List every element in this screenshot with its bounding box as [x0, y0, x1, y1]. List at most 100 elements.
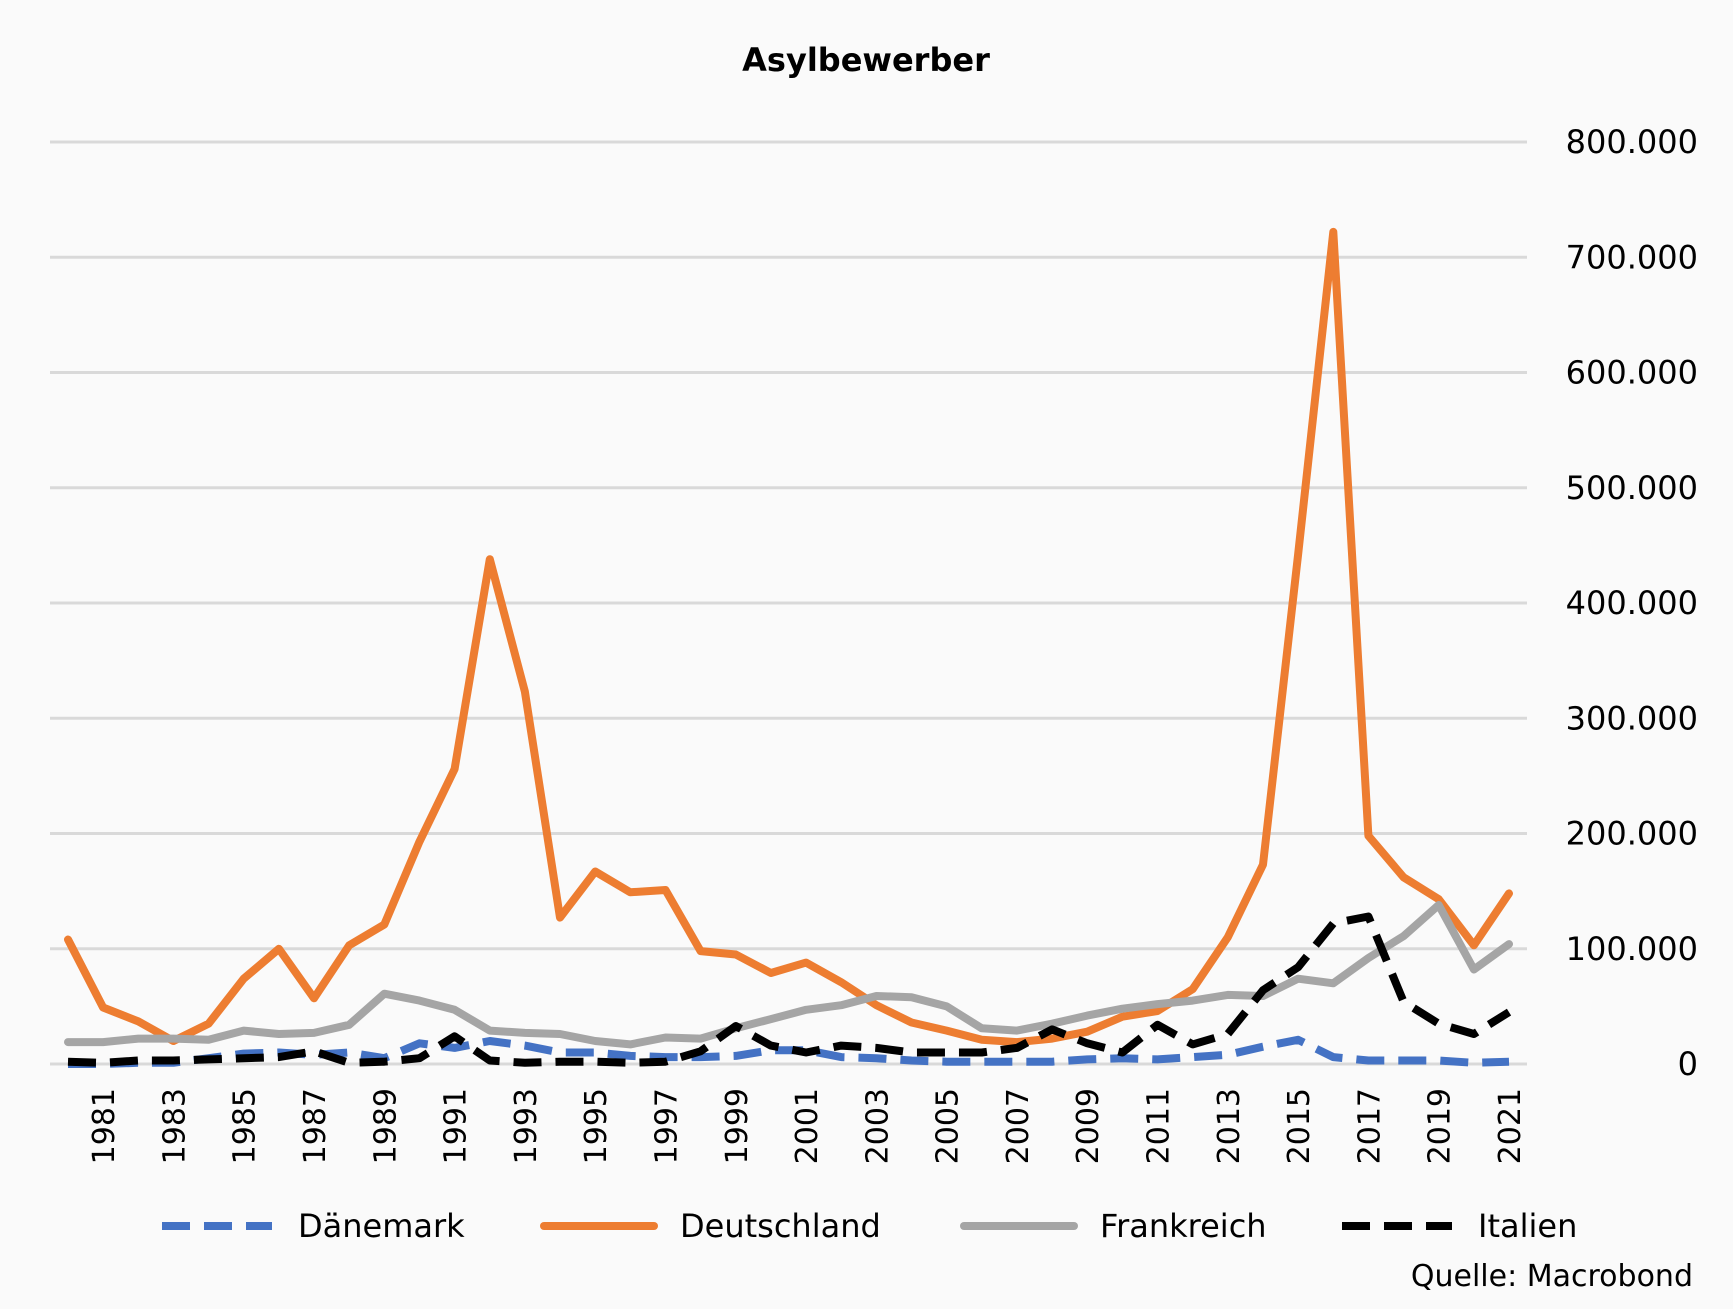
data-point — [591, 1037, 599, 1045]
data-point — [1505, 940, 1513, 948]
data-point — [767, 1015, 775, 1023]
data-point — [1364, 912, 1372, 920]
data-point — [1048, 1035, 1056, 1043]
data-point — [908, 1019, 916, 1027]
data-point — [1294, 963, 1302, 971]
x-tick-label: 1985 — [228, 1088, 263, 1164]
x-tick-label: 2007 — [1001, 1088, 1036, 1164]
data-point — [802, 959, 810, 967]
data-point — [1189, 985, 1197, 993]
data-point — [1259, 861, 1267, 869]
data-point — [1083, 1012, 1091, 1020]
legend-label: Frankreich — [1100, 1207, 1267, 1245]
data-point — [521, 1042, 529, 1050]
data-point — [380, 1058, 388, 1066]
data-point — [626, 1040, 634, 1048]
y-axis-tick-labels: 0 100.000 200.000 300.000 400.000 500.000 600.… — [1566, 123, 1698, 1083]
data-point — [1505, 1058, 1513, 1066]
data-point — [1118, 1048, 1126, 1056]
x-tick-label: 1983 — [157, 1088, 192, 1164]
data-point — [556, 1030, 564, 1038]
y-tick-label: 500.000 — [1566, 469, 1698, 507]
data-point — [310, 994, 318, 1002]
data-point — [1013, 1058, 1021, 1066]
y-tick-label: 800.000 — [1566, 123, 1698, 161]
x-tick-label: 1995 — [579, 1088, 614, 1164]
data-point — [837, 1053, 845, 1061]
data-point — [486, 1057, 494, 1065]
data-point — [521, 1059, 529, 1067]
data-point — [732, 1052, 740, 1060]
data-point — [872, 1001, 880, 1009]
data-point — [908, 1057, 916, 1065]
data-point — [521, 1029, 529, 1037]
data-point — [1083, 1039, 1091, 1047]
data-point — [556, 1058, 564, 1066]
data-point — [1224, 1051, 1232, 1059]
data-point — [1048, 1025, 1056, 1033]
data-point — [486, 1027, 494, 1035]
data-point — [1189, 1040, 1197, 1048]
data-point — [415, 997, 423, 1005]
data-point — [1329, 1053, 1337, 1061]
data-point — [1400, 932, 1408, 940]
data-point — [240, 1054, 248, 1062]
data-point — [1259, 1043, 1267, 1051]
data-point — [1435, 901, 1443, 909]
data-point — [1470, 1059, 1478, 1067]
data-point — [380, 921, 388, 929]
data-point — [732, 951, 740, 959]
x-tick-label: 1997 — [649, 1088, 684, 1164]
x-tick-label: 2021 — [1493, 1088, 1528, 1164]
x-tick-label: 2009 — [1071, 1088, 1106, 1164]
data-point — [767, 1042, 775, 1050]
data-point — [591, 868, 599, 876]
data-point — [64, 936, 72, 944]
data-point — [943, 1058, 951, 1066]
data-point — [1470, 965, 1478, 973]
x-tick-label: 2001 — [790, 1088, 825, 1164]
x-tick-label: 1989 — [368, 1088, 403, 1164]
data-point — [345, 1059, 353, 1067]
data-point — [872, 1054, 880, 1062]
data-point — [205, 1036, 213, 1044]
x-tick-label: 1999 — [720, 1088, 755, 1164]
x-tick-label: 2003 — [860, 1088, 895, 1164]
data-point — [1329, 228, 1337, 236]
data-point — [802, 1006, 810, 1014]
data-point — [1294, 975, 1302, 983]
data-point — [626, 1059, 634, 1067]
data-point — [205, 1055, 213, 1063]
data-point — [908, 1048, 916, 1056]
data-point — [451, 1032, 459, 1040]
y-tick-label: 0 — [1678, 1045, 1698, 1083]
data-point — [908, 993, 916, 1001]
x-tick-label: 1987 — [298, 1088, 333, 1164]
data-point — [1294, 551, 1302, 559]
data-point — [1505, 889, 1513, 897]
data-point — [1118, 1013, 1126, 1021]
data-point — [1400, 873, 1408, 881]
series-line-frankreich — [64, 901, 1513, 1049]
data-point — [1224, 1030, 1232, 1038]
data-point — [767, 969, 775, 977]
y-tick-label: 600.000 — [1566, 354, 1698, 392]
legend: Dänemark Deutschland Frankreich Italien — [162, 1207, 1577, 1245]
x-tick-label: 2015 — [1282, 1088, 1317, 1164]
y-tick-label: 300.000 — [1566, 699, 1698, 737]
x-tick-label: 1993 — [509, 1088, 544, 1164]
data-point — [626, 1052, 634, 1060]
data-point — [556, 1048, 564, 1056]
data-point — [99, 1004, 107, 1012]
data-point — [275, 945, 283, 953]
data-point — [1154, 1021, 1162, 1029]
data-point — [943, 1002, 951, 1010]
data-point — [661, 886, 669, 894]
data-point — [1189, 1053, 1197, 1061]
data-point — [310, 1047, 318, 1055]
data-point — [556, 914, 564, 922]
data-point — [99, 1038, 107, 1046]
data-point — [872, 992, 880, 1000]
data-point — [1400, 1057, 1408, 1065]
